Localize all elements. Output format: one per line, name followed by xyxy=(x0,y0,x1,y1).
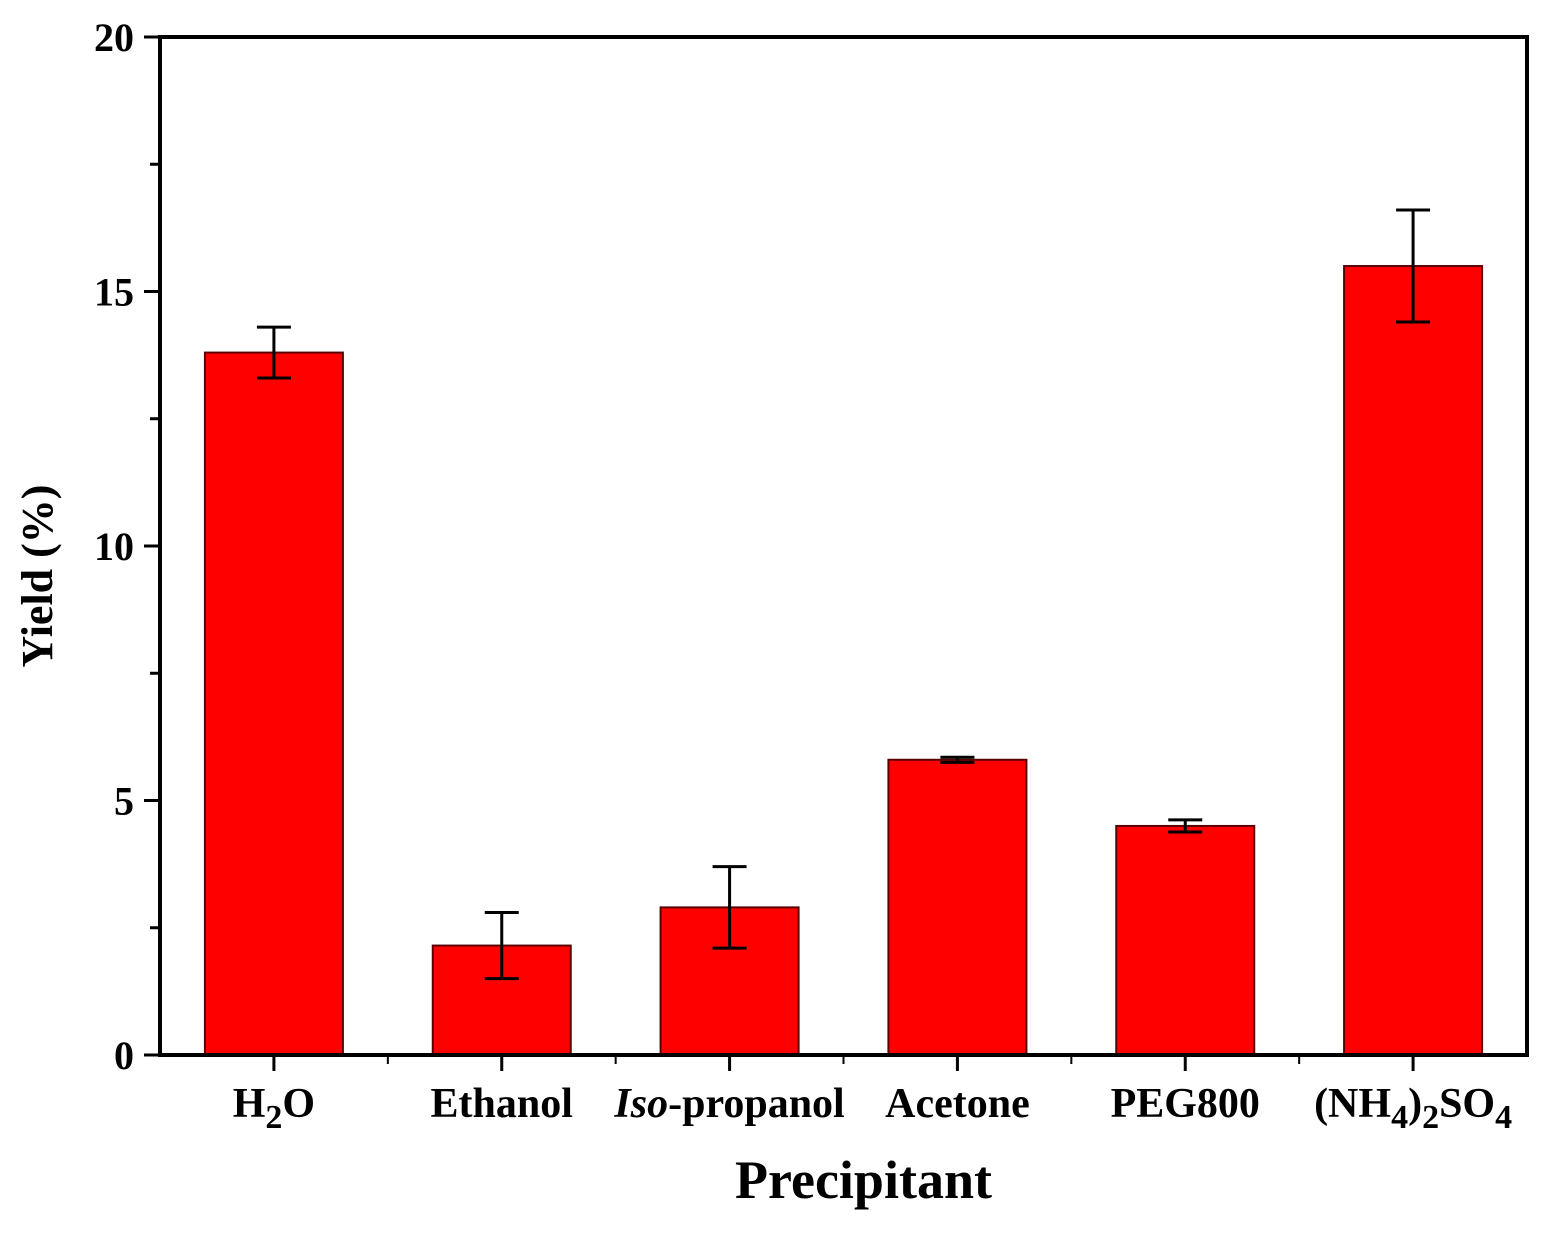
error-bar-4 xyxy=(940,755,975,764)
x-tick-label-part: PEG800 xyxy=(1111,1081,1260,1127)
bar-5 xyxy=(1115,824,1256,1057)
bars-layer xyxy=(203,265,1484,1057)
x-tick-label: Iso-propanol xyxy=(613,1081,844,1127)
x-tick-label-part: (NH xyxy=(1314,1081,1391,1127)
x-tick-label-part: O xyxy=(282,1081,315,1127)
x-tick-label: (NH4)2SO4 xyxy=(1314,1081,1512,1136)
x-tick-label-part: 2 xyxy=(1422,1099,1439,1136)
x-tick-label-part: Acetone xyxy=(885,1081,1030,1127)
bar-6 xyxy=(1343,265,1484,1056)
bar-4 xyxy=(887,758,1028,1057)
x-tick-label: Ethanol xyxy=(431,1081,573,1127)
error-bar-3 xyxy=(712,865,747,950)
x-tick-label-part: 2 xyxy=(265,1099,282,1136)
x-tick-label-part: 4 xyxy=(1495,1099,1512,1136)
x-tick-label: H2O xyxy=(233,1081,315,1136)
plot-frame xyxy=(158,35,1529,1057)
labels-layer: H2O Ethanol Iso-propanol Acetone PEG800 (NH4)… xyxy=(94,15,1512,1136)
x-tick-label-part: ) xyxy=(1408,1081,1422,1127)
error-bar-6 xyxy=(1396,208,1431,324)
ticks-layer xyxy=(144,35,1415,1071)
bar-1 xyxy=(203,351,344,1056)
x-axis-title: Precipitant xyxy=(735,1150,992,1210)
x-tick-label-part: Iso xyxy=(613,1081,668,1127)
x-tick-label-part: SO xyxy=(1439,1081,1495,1127)
error-bar-5 xyxy=(1168,818,1203,834)
y-tick-label: 15 xyxy=(94,270,134,315)
x-tick-label-part: -propanol xyxy=(668,1081,845,1127)
error-bars-layer xyxy=(256,208,1431,981)
x-tick-label-part: 4 xyxy=(1391,1099,1408,1136)
y-tick-label: 5 xyxy=(114,779,134,824)
x-tick-label-part: Ethanol xyxy=(431,1081,573,1127)
x-tick-label: PEG800 xyxy=(1111,1081,1260,1127)
error-bar-1 xyxy=(256,325,291,380)
y-tick-label: 10 xyxy=(94,524,134,569)
x-tick-label: Acetone xyxy=(885,1081,1030,1127)
x-tick-label-part: H xyxy=(233,1081,266,1127)
y-tick-label: 20 xyxy=(94,15,134,60)
y-tick-label: 0 xyxy=(114,1033,134,1078)
error-bar-2 xyxy=(484,910,519,981)
y-axis-title: Yield (%) xyxy=(13,485,62,668)
